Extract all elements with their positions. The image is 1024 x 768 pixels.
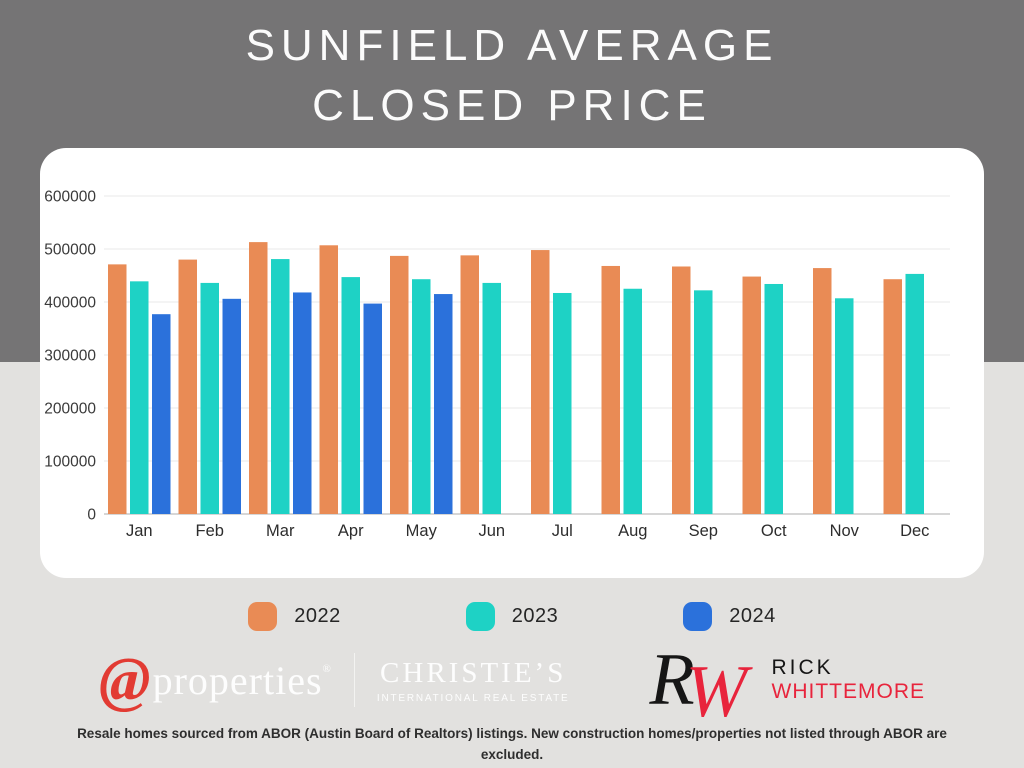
legend-label-2022: 2022 — [294, 605, 341, 627]
bar-2023-Feb — [200, 282, 219, 514]
bar-2023-Jun — [482, 282, 501, 514]
legend-item-2024: 2024 — [683, 602, 776, 631]
agent-first-name: RICK — [771, 656, 834, 679]
agent-last-name: WHITTEMORE — [771, 680, 925, 703]
title-line-1: SUNFIELD AVERAGE — [245, 21, 779, 70]
atproperties-name: properties® — [153, 657, 332, 704]
y-tick-label-400000: 400000 — [44, 295, 96, 312]
x-tick-label-Nov: Nov — [830, 522, 860, 540]
disclaimer-text: Resale homes sourced from ABOR (Austin B… — [77, 726, 947, 762]
bar-2024-Feb — [222, 298, 241, 514]
atproperties-christies-logo: @ properties® CHRISTIE’S INTERNATIONAL R… — [98, 646, 570, 714]
bar-2022-Jan — [108, 264, 127, 514]
christies-tagline: INTERNATIONAL REAL ESTATE — [376, 692, 570, 704]
bar-2023-Oct — [764, 283, 783, 514]
x-tick-label-Mar: Mar — [266, 522, 295, 540]
registered-mark: ® — [322, 662, 332, 675]
x-tick-label-Oct: Oct — [761, 522, 787, 540]
christies-logo: CHRISTIE’S INTERNATIONAL REAL ESTATE — [377, 657, 570, 704]
bar-2022-Oct — [742, 276, 761, 514]
bar-2022-Mar — [249, 242, 268, 515]
bar-2022-Jul — [531, 250, 550, 514]
bar-2023-Nov — [835, 298, 854, 514]
bar-2024-Mar — [293, 292, 312, 514]
bar-2022-Sep — [672, 266, 691, 514]
branding-row: @ properties® CHRISTIE’S INTERNATIONAL R… — [0, 639, 1024, 733]
bar-2024-May — [434, 294, 453, 514]
y-tick-label-500000: 500000 — [44, 242, 96, 259]
bar-2023-Apr — [341, 277, 360, 514]
bar-2022-May — [390, 255, 409, 514]
monogram-r: R — [649, 639, 695, 721]
legend-swatch-2024 — [683, 602, 713, 631]
chart-legend: 2022 2023 2024 — [0, 602, 1024, 631]
bar-2022-Aug — [601, 265, 620, 514]
bar-2023-Sep — [694, 290, 713, 514]
christies-name: CHRISTIE’S — [380, 656, 567, 689]
y-tick-label-300000: 300000 — [44, 348, 96, 365]
monogram-w: W — [685, 651, 748, 733]
bar-2023-Mar — [271, 259, 290, 514]
bar-2023-Aug — [623, 288, 642, 514]
legend-swatch-2023 — [465, 602, 495, 631]
bar-2023-Jul — [553, 292, 572, 514]
y-tick-label-600000: 600000 — [44, 189, 96, 206]
bar-2024-Jan — [152, 314, 171, 514]
bar-2023-Dec — [905, 273, 924, 514]
bar-2023-May — [412, 279, 431, 514]
page-title: SUNFIELD AVERAGE CLOSED PRICE — [0, 16, 1024, 136]
legend-item-2023: 2023 — [465, 602, 559, 631]
x-tick-label-Feb: Feb — [196, 522, 224, 540]
bar-2024-Apr — [363, 303, 382, 514]
at-symbol-icon: @ — [98, 646, 151, 714]
legend-label-2024: 2024 — [729, 605, 776, 627]
atproperties-logo: @ properties® — [98, 646, 332, 714]
rw-monogram-icon: R W — [650, 639, 760, 733]
y-tick-label-0: 0 — [87, 507, 96, 524]
bar-2022-Jun — [460, 255, 479, 515]
bar-2022-Apr — [319, 245, 338, 514]
title-line-2: CLOSED PRICE — [312, 81, 712, 130]
y-tick-label-200000: 200000 — [44, 401, 96, 418]
x-tick-label-Jul: Jul — [552, 522, 573, 540]
logo-divider — [353, 653, 355, 707]
legend-swatch-2022 — [248, 602, 278, 631]
legend-label-2023: 2023 — [511, 605, 559, 627]
bar-2022-Nov — [813, 268, 832, 514]
x-tick-label-Jan: Jan — [126, 522, 153, 540]
bar-2022-Dec — [883, 279, 902, 514]
bar-2022-Feb — [178, 259, 197, 514]
x-tick-label-Sep: Sep — [689, 522, 718, 540]
atproperties-name-text: properties — [152, 657, 323, 703]
x-tick-label-Jun: Jun — [478, 522, 505, 540]
x-tick-label-Aug: Aug — [618, 522, 647, 540]
legend-item-2022: 2022 — [248, 602, 341, 631]
x-tick-label-May: May — [406, 522, 438, 540]
agent-logo: R W RICK WHITTEMORE — [650, 639, 925, 733]
y-tick-label-100000: 100000 — [44, 454, 96, 471]
chart-card: 0 100000 200000 300000 400000 500000 600000 Jan… — [40, 148, 984, 578]
agent-name: RICK WHITTEMORE — [772, 656, 925, 704]
bar-chart: 0 100000 200000 300000 400000 500000 600000 Jan… — [44, 189, 950, 540]
x-tick-label-Dec: Dec — [900, 522, 929, 540]
bar-2023-Jan — [130, 281, 149, 514]
x-tick-label-Apr: Apr — [338, 522, 364, 540]
